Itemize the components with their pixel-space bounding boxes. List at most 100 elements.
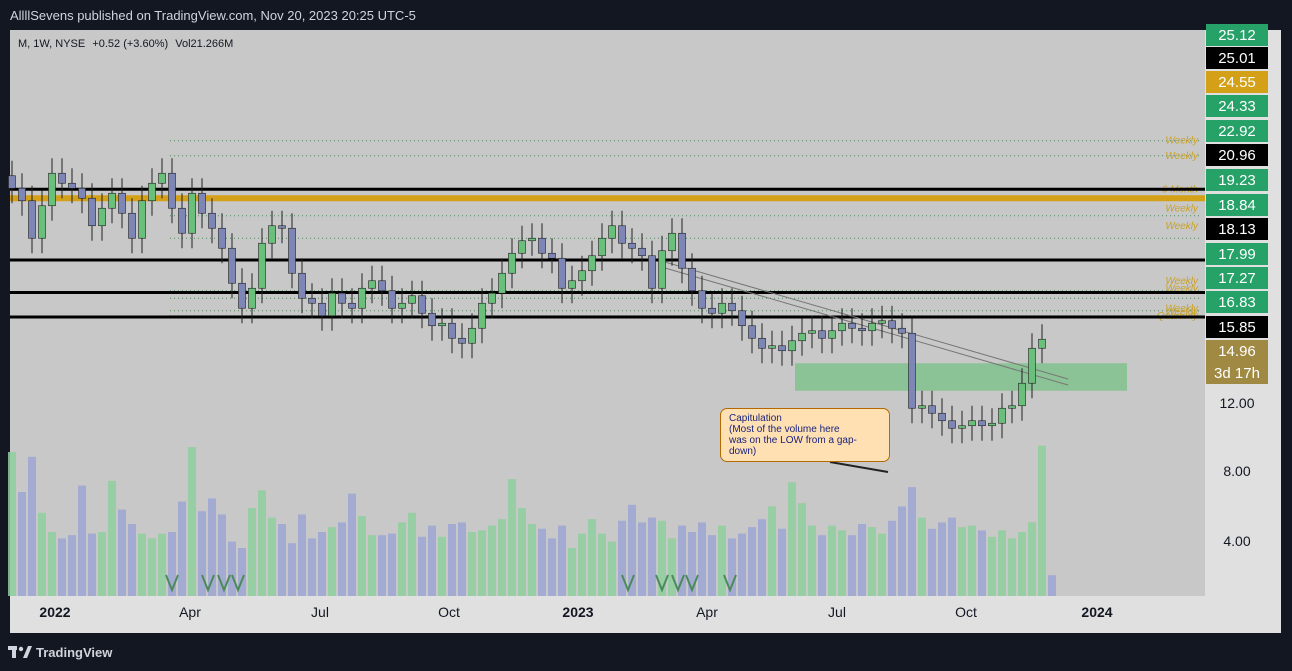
volume-bar — [988, 536, 996, 596]
candle-body — [128, 212, 136, 239]
price-tag — [1206, 218, 1268, 240]
volume-bar — [858, 524, 866, 596]
volume-bar — [818, 535, 826, 596]
volume-bar — [588, 519, 596, 596]
volume-bar — [828, 525, 836, 596]
level-label: Weekly — [1165, 283, 1199, 294]
price-tag-value: 18.13 — [1218, 221, 1256, 238]
candle-body — [148, 182, 156, 202]
price-tag-value: 16.83 — [1218, 294, 1256, 311]
candle-body — [788, 340, 796, 352]
volume-bar — [558, 525, 566, 596]
price-tag — [1206, 144, 1268, 166]
candle-body — [1008, 405, 1016, 409]
candle-body — [658, 250, 666, 289]
candle-body — [298, 272, 306, 299]
time-axis-label: 2024 — [1081, 604, 1112, 620]
candle-body — [798, 332, 806, 342]
price-tag-value: 3d 17h — [1214, 365, 1260, 382]
volume-bar — [298, 514, 306, 596]
candle-body — [938, 412, 946, 422]
brand-name: TradingView — [36, 645, 113, 660]
volume-bar — [348, 493, 356, 596]
level-label: Weekly — [1165, 151, 1199, 162]
volume-bar — [928, 528, 936, 596]
candle-body — [418, 295, 426, 314]
candle-body — [358, 287, 366, 309]
volume-bar — [288, 543, 296, 596]
candle-body — [38, 205, 46, 239]
candle-body — [68, 182, 76, 189]
candle-body — [428, 312, 436, 327]
footer-bar: TradingView — [0, 633, 1292, 671]
volume-bar — [498, 519, 506, 596]
candle-body — [348, 302, 356, 309]
volume-bar — [678, 525, 686, 596]
candle-body — [738, 310, 746, 327]
candle-body — [538, 237, 546, 254]
price-tag — [1206, 267, 1268, 289]
volume-bar — [308, 538, 316, 596]
note-line: was on the LOW from a gap-down) — [729, 435, 857, 457]
candle-body — [868, 322, 876, 332]
volume-bar — [8, 452, 16, 596]
volume-bar — [698, 522, 706, 596]
price-tag-value: 18.84 — [1218, 197, 1256, 214]
volume-bar — [918, 517, 926, 596]
volume-bar — [538, 528, 546, 596]
volume-bar — [228, 541, 236, 596]
candle-body — [1028, 347, 1036, 384]
candle-body — [698, 290, 706, 309]
candle-body — [718, 302, 726, 314]
candle-body — [168, 172, 176, 209]
price-tag — [1206, 316, 1268, 338]
volume-bar — [328, 527, 336, 596]
volume-bar — [728, 538, 736, 596]
down-arrow-icon — [685, 574, 699, 593]
candle-body — [18, 187, 26, 202]
volume-bar — [68, 535, 76, 596]
candle-body — [28, 200, 36, 239]
publish-header: AllllSevens published on TradingView.com… — [0, 0, 1292, 30]
candle-body — [338, 292, 346, 304]
candle-body — [88, 197, 96, 227]
volume-bar — [768, 506, 776, 596]
volume-bar — [88, 533, 96, 596]
time-axis-label: Jul — [311, 604, 329, 620]
volume-bar — [278, 524, 286, 596]
candle-body — [838, 322, 846, 332]
volume-bar — [528, 524, 536, 596]
volume-bar — [518, 508, 526, 596]
candle-body — [218, 227, 226, 249]
candle-body — [678, 232, 686, 269]
volume-bar — [778, 528, 786, 596]
volume-bar — [808, 525, 816, 596]
volume-bar — [868, 527, 876, 596]
volume-bar — [358, 516, 366, 596]
volume-bar — [38, 512, 46, 596]
down-arrow-icon — [671, 574, 685, 593]
candle-body — [588, 255, 596, 272]
tradingview-logo-icon — [8, 646, 32, 658]
candle-body — [688, 267, 696, 292]
volume-bar — [608, 541, 616, 596]
candle-body — [238, 282, 246, 309]
candle-body — [408, 295, 416, 304]
volume-bar — [958, 527, 966, 596]
volume-bar — [398, 522, 406, 596]
volume-bar — [188, 447, 196, 596]
volume-bar — [108, 480, 116, 596]
volume-bar — [218, 514, 226, 596]
volume-bar — [268, 517, 276, 596]
volume-bar — [708, 535, 716, 596]
candle-body — [138, 200, 146, 239]
candle-body — [268, 225, 276, 244]
volume-bar — [718, 525, 726, 596]
candle-body — [968, 420, 976, 427]
volume-bar — [968, 525, 976, 596]
change-value: +0.52 (+3.60%) — [92, 38, 169, 50]
volume-bar — [248, 508, 256, 596]
volume-bar — [378, 535, 386, 596]
candle-body — [888, 320, 896, 329]
